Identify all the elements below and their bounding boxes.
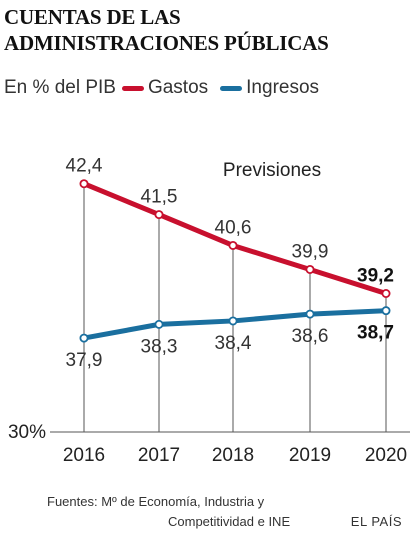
data-point (381, 306, 391, 316)
data-label: 39,9 (292, 241, 329, 262)
data-label: 39,2 (357, 266, 394, 287)
chart-title: CUENTAS DE LAS ADMINISTRACIONES PÚBLICAS (4, 4, 329, 56)
x-tick-labels: 2016 2017 2018 2019 2020 (63, 445, 407, 466)
chart-title-line-2: ADMINISTRACIONES PÚBLICAS (4, 31, 329, 55)
x-tick-label: 2017 (138, 445, 180, 466)
data-labels: 42,4 41,5 40,6 39,9 39,2 37,9 38,3 38,4 38,6 38,7 (66, 156, 394, 371)
brand-logo: EL PAÍS (350, 514, 402, 529)
data-label: 38,7 (357, 323, 394, 344)
data-label: 38,6 (292, 326, 329, 347)
line-chart: 30% Previsiones 2016 2017 2018 2019 2020 42,… (8, 156, 410, 466)
data-points (79, 179, 391, 343)
chart-title-line-1: CUENTAS DE LAS (4, 5, 181, 29)
y-tick-label: 30% (8, 422, 46, 443)
data-point (79, 179, 89, 189)
data-label: 40,6 (215, 217, 252, 238)
legend-swatch-ingresos (220, 85, 243, 91)
data-point (79, 333, 89, 343)
legend-label-gastos: Gastos (147, 77, 209, 98)
data-point (305, 264, 315, 274)
data-point (305, 309, 315, 319)
drop-lines (83, 183, 387, 432)
x-tick-label: 2019 (289, 445, 331, 466)
data-point (228, 240, 238, 250)
data-label: 37,9 (66, 350, 103, 371)
source-line-2: Competitividad e INE (168, 514, 291, 529)
data-label: 42,4 (66, 156, 103, 177)
series-lines (81, 181, 389, 341)
source-line-1: Fuentes: Mº de Economía, Industria y (47, 494, 265, 509)
chart-legend: En % del PIB Gastos Ingresos (4, 76, 319, 100)
data-point (154, 210, 164, 220)
x-tick-label: 2016 (63, 445, 105, 466)
x-tick-label: 2020 (365, 445, 407, 466)
data-point (228, 316, 238, 326)
unit-label: En % del PIB (4, 77, 116, 98)
legend-label-ingresos: Ingresos (246, 77, 320, 98)
data-label: 38,4 (215, 333, 252, 354)
data-label: 38,3 (141, 336, 178, 357)
forecast-annotation: Previsiones (223, 160, 321, 181)
legend-item-ingresos: Ingresos (220, 76, 319, 100)
x-tick-label: 2018 (212, 445, 254, 466)
data-label: 41,5 (141, 187, 178, 208)
data-point (154, 319, 164, 329)
legend-swatch-gastos (121, 85, 144, 91)
data-point (381, 288, 391, 298)
series-line-gastos (81, 181, 389, 296)
legend-item-gastos: Gastos (121, 76, 209, 100)
